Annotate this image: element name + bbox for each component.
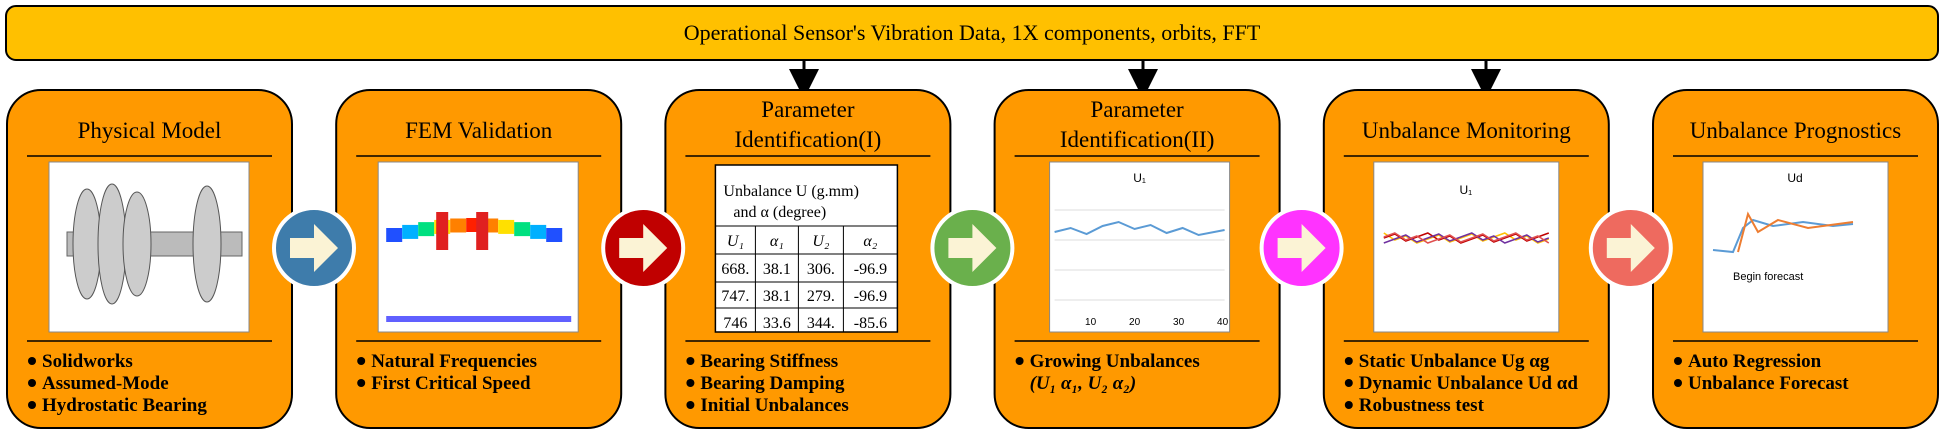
bullet-dot <box>1344 379 1353 387</box>
connector-arrow <box>619 224 668 272</box>
plot-x-label: 30 <box>1173 317 1185 328</box>
plot-title: U₁ <box>1459 183 1472 197</box>
bullet-text: Bearing Stiffness <box>700 351 838 372</box>
stage-title: Unbalance Prognostics <box>1690 118 1901 143</box>
table-header: U₂ <box>812 233 830 250</box>
rotor-disk <box>192 185 222 303</box>
plot-line <box>1054 220 1225 237</box>
fem-disk <box>436 212 449 250</box>
bullet-text: Robustness test <box>1359 395 1485 416</box>
table-cell: 279. <box>807 288 835 305</box>
plot-line <box>1737 211 1854 253</box>
bullet-text: Solidworks <box>42 351 133 372</box>
connector-arrow <box>290 224 338 272</box>
bullet-dot <box>686 401 695 409</box>
fem-segment <box>546 228 563 242</box>
plot-title: Ud <box>1787 171 1802 185</box>
fem-disk <box>476 212 489 250</box>
plot-x-label: 20 <box>1129 317 1141 328</box>
bullet-text: Dynamic Unbalance Ud αd <box>1359 373 1579 394</box>
fem-segment <box>514 222 531 237</box>
table-cell: -96.9 <box>854 288 887 305</box>
rotor-disk <box>97 183 127 305</box>
rotor-disk <box>72 188 102 300</box>
table-cell: 747. <box>721 288 749 305</box>
bullet-text: Growing Unbalances <box>1030 351 1200 372</box>
bullet-text: Hydrostatic Bearing <box>42 395 207 416</box>
fem-segment <box>530 224 547 239</box>
bullet-dot <box>357 357 366 365</box>
table-cell: 33.6 <box>763 315 791 332</box>
bullet-dot <box>1344 401 1353 409</box>
bullet-dot <box>1674 379 1682 387</box>
stage-title: Parameter <box>1090 97 1184 122</box>
plot-annotation: Begin forecast <box>1733 271 1803 283</box>
fem-segment <box>386 228 403 242</box>
plot-line <box>1383 232 1550 244</box>
table-cell: 668. <box>721 261 749 278</box>
plot-x-label: 40 <box>1217 317 1229 328</box>
bullet-dot <box>28 357 36 365</box>
image-frame <box>1373 161 1560 333</box>
bullet-text: Natural Frequencies <box>371 351 537 372</box>
bullet-text: Unbalance Forecast <box>1688 373 1849 394</box>
bullet-text: Assumed-Mode <box>42 373 169 394</box>
stages: Physical Model SolidworksAssumed-ModeHydr… <box>6 60 1939 429</box>
bullet-dot <box>28 401 36 409</box>
stage-title: Physical Model <box>78 118 222 143</box>
fem-segment <box>498 219 515 234</box>
bullet-text: First Critical Speed <box>371 373 531 394</box>
bullet-dot <box>1674 357 1682 365</box>
bullet-dot <box>1344 357 1353 365</box>
bullet-note: (U₁ α₁, U₂ α₂) <box>1030 373 1137 394</box>
fem-segment <box>402 224 419 239</box>
bullet-text: Initial Unbalances <box>700 395 848 416</box>
image-frame <box>1702 161 1889 333</box>
connector-arrow <box>948 224 997 272</box>
stage-title: FEM Validation <box>405 118 553 143</box>
banner-text: Operational Sensor's Vibration Data, 1X … <box>684 20 1261 45</box>
bullet-text: Static Unbalance Ug αg <box>1359 351 1550 372</box>
table-header: α₁ <box>770 233 784 250</box>
bullet-dot <box>28 379 36 387</box>
plot-title: U₁ <box>1133 171 1146 185</box>
stage-title: Parameter <box>761 97 855 122</box>
fem-segment <box>450 218 467 233</box>
table-caption: Unbalance U (g.mm) <box>723 183 859 200</box>
image-frame <box>1049 161 1231 333</box>
table-frame <box>714 164 899 333</box>
table-header: U₁ <box>727 233 744 250</box>
rotor-disk <box>122 191 152 297</box>
stage-title: Unbalance Monitoring <box>1362 118 1571 143</box>
connector-arrow <box>1277 224 1326 272</box>
fem-colorbar <box>386 316 572 322</box>
bullet-dot <box>1015 357 1024 365</box>
bullet-text: Auto Regression <box>1688 351 1822 372</box>
table-cell: 38.1 <box>763 288 791 305</box>
stage-title: Identification(II) <box>1060 127 1215 152</box>
table-cell: 344. <box>807 315 835 332</box>
bullet-text: Bearing Damping <box>700 373 845 394</box>
fem-segment <box>418 222 435 237</box>
table-cell: -85.6 <box>854 315 887 332</box>
table-header: α₂ <box>863 233 877 250</box>
bullet-dot <box>686 379 695 387</box>
stage-title: Identification(I) <box>734 127 881 152</box>
table-cell: -96.9 <box>854 261 887 278</box>
table-cell: 38.1 <box>763 261 791 278</box>
bullet-dot <box>686 357 695 365</box>
table-cell: 746 <box>723 315 747 332</box>
plot-x-label: 10 <box>1085 317 1097 328</box>
bullet-dot <box>357 379 366 387</box>
table-cell: 306. <box>807 261 835 278</box>
table-caption: and α (degree) <box>733 204 826 221</box>
connector-arrow <box>1606 224 1655 272</box>
banner <box>5 5 1939 61</box>
